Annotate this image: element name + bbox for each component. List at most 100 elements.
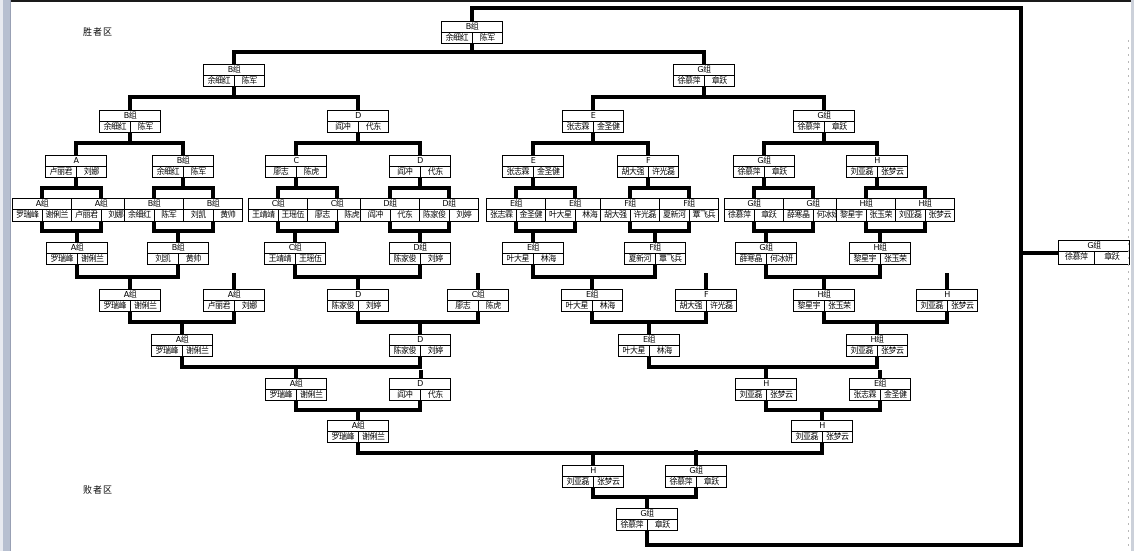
- player-name: 林海: [574, 210, 605, 221]
- bracket-box-winner-r2: B组 余细红 陈军: [152, 155, 214, 178]
- group-label: F组: [659, 199, 718, 209]
- player-name: 张玉荣: [865, 210, 896, 221]
- connector-line: [294, 141, 298, 155]
- player-name: 陈军: [129, 122, 161, 132]
- player-name: 张梦云: [876, 167, 908, 177]
- player-name: 章跃: [703, 76, 735, 86]
- connector-line: [820, 408, 824, 420]
- bracket-box-loser-r6-2: G组 徐慕萍 章跃: [665, 465, 727, 488]
- group-label: D组: [413, 243, 427, 252]
- connector-line: [591, 133, 595, 145]
- player-name: 黎星宇: [853, 254, 877, 263]
- connector-line: [1019, 6, 1023, 547]
- bracket-box-grand-final: G组 徐慕萍 章跃: [1058, 240, 1130, 265]
- connector-line: [356, 133, 360, 145]
- player-name: 叶大星: [565, 301, 589, 310]
- bracket-box-loser-r4-1: A组 罗瑞峰 谢俐兰: [265, 378, 327, 401]
- player-name: 徐慕萍: [669, 477, 693, 486]
- player-name: 陈军: [471, 33, 503, 43]
- player-name: 陈家俊: [393, 346, 417, 355]
- connector-line: [752, 222, 756, 233]
- bracket-box-group-b: B组 B组 余细红 陈军 刘凯 黄帅: [124, 198, 243, 222]
- group-label: H: [874, 156, 880, 165]
- connector-line: [531, 275, 657, 279]
- player-name: 刘亚磊: [895, 210, 925, 221]
- player-name: 徐慕萍: [797, 122, 821, 131]
- bracket-box-loser-r2-1: A组 罗瑞峰 谢俐兰: [99, 289, 161, 312]
- connector-line: [945, 312, 949, 324]
- bracket-box-loser-r3-2: D 陈家俊 刘婷: [389, 334, 451, 357]
- group-label: G组: [747, 199, 761, 208]
- connector-line: [181, 141, 185, 155]
- connector-line: [687, 186, 691, 198]
- group-label: C组: [288, 243, 302, 252]
- player-name: 廖志: [307, 210, 337, 221]
- player-name: 刘婷: [419, 254, 451, 264]
- group-label: A组: [71, 199, 130, 209]
- bracket-box-group-e: E组 E组 张志霖 金圣健 叶大星 林海: [486, 198, 605, 222]
- player-name: 金圣健: [592, 122, 624, 132]
- player-name: 何冰妍: [765, 254, 797, 264]
- connector-line: [647, 365, 879, 369]
- group-label: B组: [147, 199, 161, 208]
- group-label: A组: [123, 290, 137, 299]
- player-name: 胡大强: [621, 167, 645, 176]
- player-name: 章跃: [753, 210, 784, 221]
- connector-line: [128, 133, 132, 145]
- bracket-box-winner-r3: C 廖志 陈虎: [265, 155, 327, 178]
- player-name: 刘凯: [155, 254, 171, 263]
- group-label: B组: [171, 243, 185, 252]
- connector-line: [232, 50, 706, 54]
- player-name: 代东: [389, 210, 420, 221]
- window-edge-left: [0, 0, 3, 551]
- connector-line: [180, 357, 184, 369]
- connector-line: [418, 265, 422, 279]
- player-name: 罗瑞峰: [103, 301, 127, 310]
- connector-line: [40, 186, 103, 190]
- player-name: 张梦云: [946, 301, 978, 311]
- connector-line: [388, 222, 392, 233]
- player-name: 刘亚磊: [566, 477, 590, 486]
- connector-line: [704, 273, 708, 289]
- page-break-dashes: [1128, 40, 1129, 551]
- group-label: B组: [123, 111, 137, 120]
- connector-line: [531, 265, 535, 279]
- player-name: 徐慕萍: [620, 520, 644, 529]
- connector-line: [418, 178, 422, 190]
- bracket-box-loser-r3-3: E组 叶大星 林海: [618, 334, 680, 357]
- player-name: 阎冲: [335, 122, 351, 131]
- connector-line: [470, 6, 1023, 10]
- connector-line: [293, 265, 297, 279]
- player-name: 罗瑞峰: [50, 254, 74, 263]
- bracket-box-loser-final: G组 徐慕萍 章跃: [616, 508, 678, 531]
- connector-line: [945, 273, 949, 289]
- bracket-box-group-a: A组 A组 罗瑞峰 谢俐兰 卢丽君 刘娜: [12, 198, 131, 222]
- connector-line: [822, 275, 826, 289]
- player-name: 夏新河: [659, 210, 689, 221]
- player-name: 许光磊: [647, 167, 679, 177]
- bracket-box-loser-r2-8: H 刘亚磊 张梦云: [916, 289, 978, 312]
- player-name: 陈军: [233, 76, 265, 86]
- connector-line: [864, 186, 927, 190]
- player-name: 王瑶伍: [277, 210, 308, 221]
- player-name: 何冰妍: [812, 210, 843, 221]
- player-name: 罗瑞峰: [16, 210, 39, 219]
- connector-line: [211, 186, 215, 198]
- group-label: C: [293, 156, 299, 165]
- connector-line: [128, 95, 360, 99]
- connector-line: [356, 408, 360, 420]
- bracket-box-winner-r4: D 阎冲 代东: [389, 155, 451, 178]
- player-name: 黄帅: [177, 254, 209, 264]
- group-label: H组: [817, 290, 831, 299]
- player-name: 谢俐兰: [41, 210, 72, 221]
- bracket-box-loser-r1-b: B组 刘凯 黄帅: [147, 242, 209, 265]
- group-label: E组: [642, 335, 656, 344]
- bracket-box-winner-q3: E 张志霖 金圣健: [562, 110, 624, 133]
- bracket-box-loser-r1-d: D组 陈家俊 刘婷: [389, 242, 451, 265]
- connector-line: [702, 87, 706, 99]
- player-name: 刘亚磊: [850, 167, 874, 176]
- bracket-box-loser-r2-2: A组 卢丽君 刘娜: [203, 289, 265, 312]
- player-name: 夏新河: [628, 254, 652, 263]
- group-label: G组: [697, 65, 711, 74]
- bracket-box-winner-semi-right: G组 徐慕萍 章跃: [673, 64, 735, 87]
